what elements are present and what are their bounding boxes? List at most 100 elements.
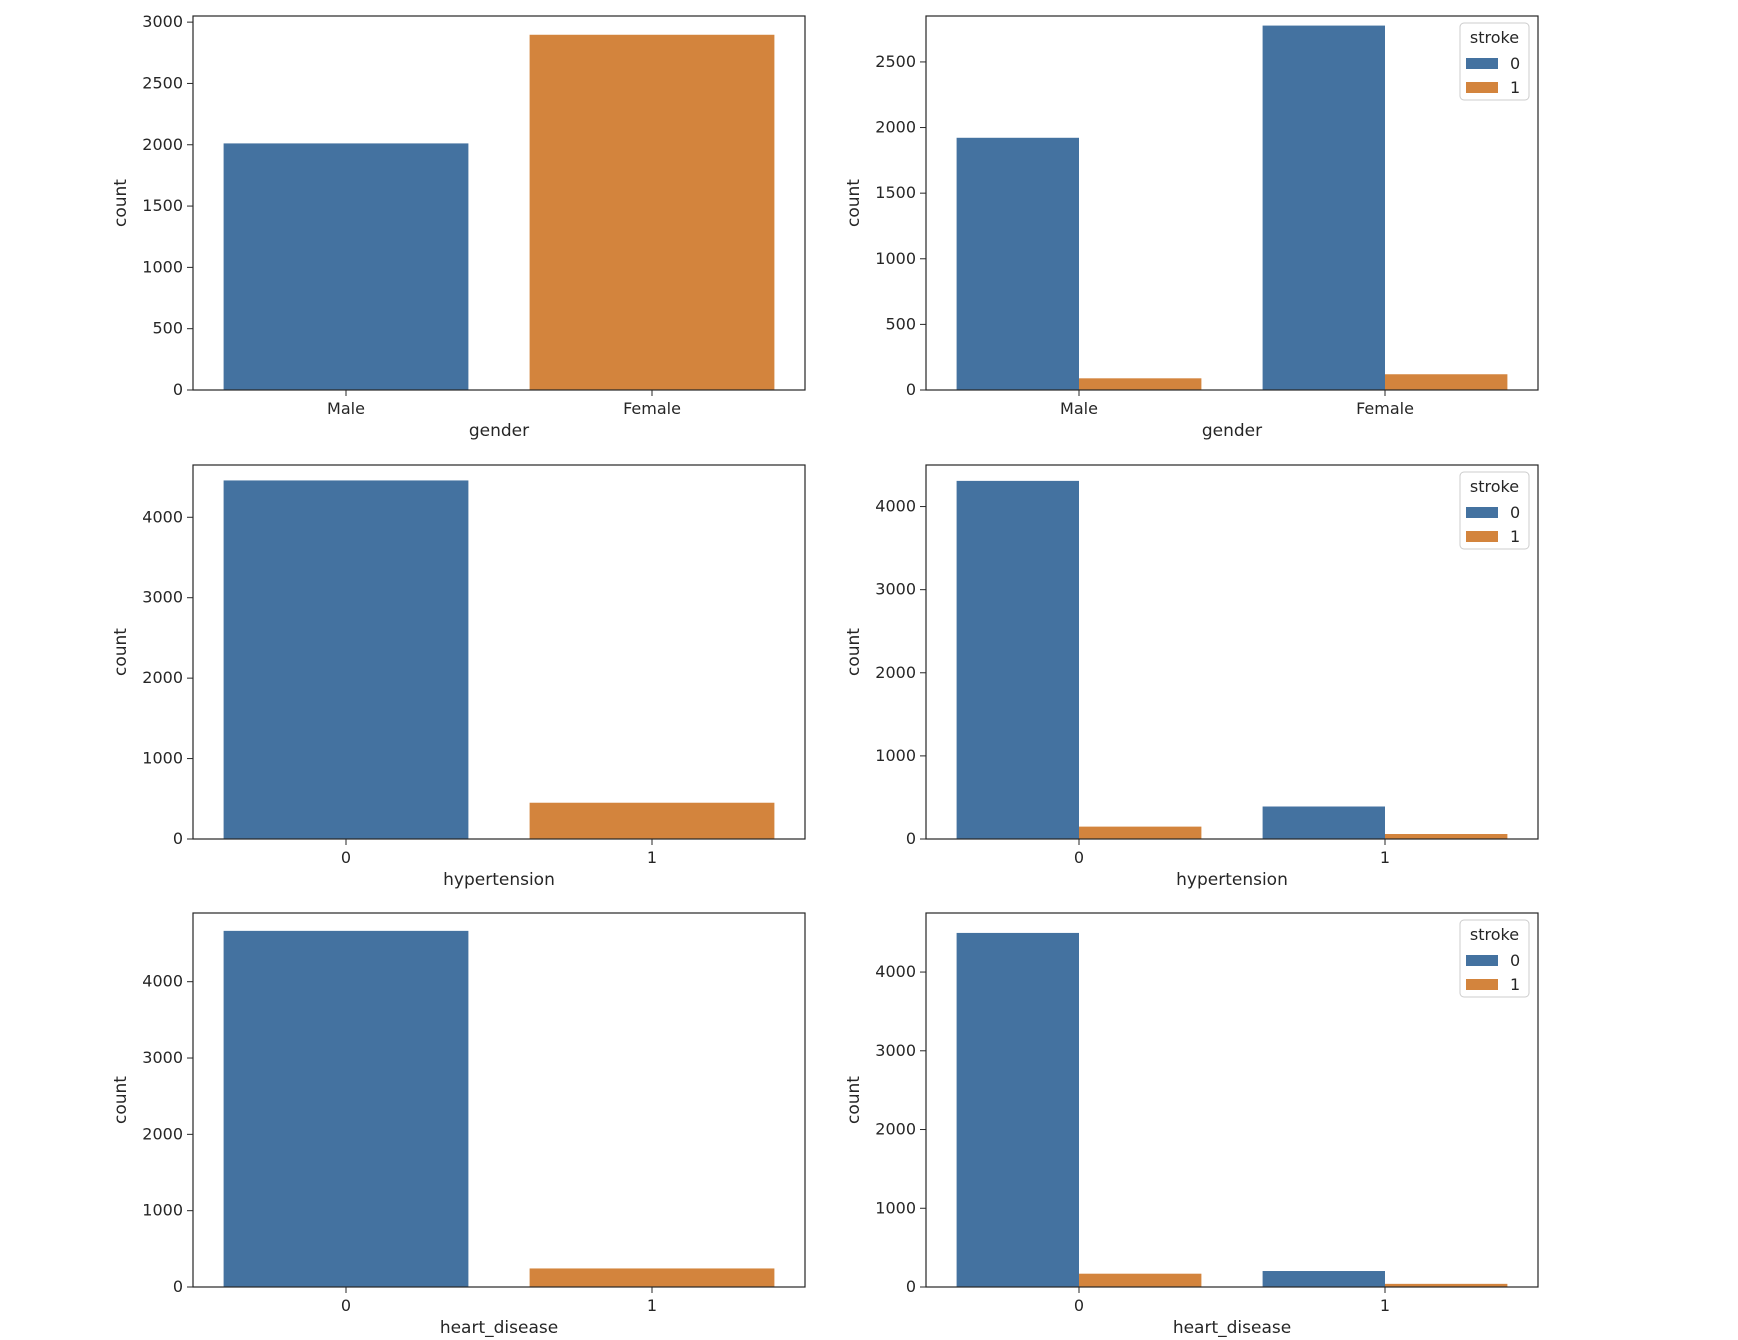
y-axis-label: count [844, 179, 864, 227]
x-tick-label: 0 [341, 1296, 351, 1315]
y-tick-label: 4000 [142, 507, 183, 526]
y-tick-label: 4000 [142, 972, 183, 991]
y-tick-label: 1000 [142, 257, 183, 276]
bar-0-stroke-0 [956, 480, 1079, 839]
x-tick-label: 1 [647, 1296, 657, 1315]
y-tick-label: 0 [906, 380, 916, 399]
x-tick-label: 0 [341, 848, 351, 867]
bar-Female [529, 34, 775, 390]
bar-0 [223, 930, 469, 1287]
legend-swatch-0 [1466, 507, 1498, 518]
legend-label: 0 [1510, 503, 1520, 522]
bar-1-stroke-0 [1262, 806, 1385, 839]
chart-1: 0 500 1000 1500 2000 2500 3000 Male Female gender… [111, 12, 806, 441]
bar-1 [529, 802, 775, 839]
y-tick-label: 500 [152, 319, 183, 338]
bar-Male [223, 143, 469, 390]
legend-swatch-0 [1466, 58, 1498, 69]
y-tick-label: 0 [906, 1277, 916, 1296]
x-tick-label: 0 [1074, 1296, 1084, 1315]
x-tick-label: 0 [1074, 848, 1084, 867]
bar-1-stroke-0 [1262, 1271, 1385, 1287]
legend-title: stroke [1470, 925, 1519, 944]
legend-label: 1 [1510, 975, 1520, 994]
legend-title: stroke [1470, 477, 1519, 496]
bar-Male-stroke-0 [956, 137, 1079, 390]
y-tick-label: 2500 [875, 52, 916, 71]
y-tick-label: 1000 [875, 249, 916, 268]
legend-title: stroke [1470, 28, 1519, 47]
legend: stroke 0 1 [1459, 919, 1530, 998]
y-tick-label: 4000 [875, 962, 916, 981]
x-tick-label: Male [327, 399, 365, 418]
legend-label: 0 [1510, 54, 1520, 73]
chart-3: 0 1000 2000 3000 4000 0 1 hypertension count [111, 464, 806, 890]
legend-label: 1 [1510, 78, 1520, 97]
y-axis-label: count [111, 1076, 131, 1124]
y-axis-label: count [111, 179, 131, 227]
legend-label: 1 [1510, 527, 1520, 546]
bar-Female-stroke-1 [1385, 374, 1508, 390]
y-tick-label: 2500 [142, 73, 183, 92]
y-tick-label: 3000 [142, 12, 183, 31]
y-axis-label: count [844, 1076, 864, 1124]
y-tick-label: 2000 [142, 1124, 183, 1143]
x-axis-label: hypertension [443, 870, 555, 890]
legend: stroke 0 1 [1459, 471, 1530, 550]
y-axis-label: count [111, 628, 131, 676]
x-tick-label: Female [1356, 399, 1414, 418]
x-axis-label: gender [1202, 421, 1262, 441]
x-axis-label: gender [469, 421, 529, 441]
y-tick-label: 3000 [142, 588, 183, 607]
bar-Male-stroke-1 [1079, 378, 1202, 390]
x-tick-label: Female [623, 399, 681, 418]
y-tick-label: 0 [173, 380, 183, 399]
x-tick-label: Male [1060, 399, 1098, 418]
legend: stroke 0 1 [1459, 22, 1530, 101]
bar-0-stroke-1 [1079, 1273, 1202, 1287]
legend-swatch-1 [1466, 82, 1498, 93]
y-tick-label: 3000 [875, 1041, 916, 1060]
chart-4: 0 1000 2000 3000 4000 0 1 hypertension count stro… [844, 464, 1539, 890]
plot-frame [192, 912, 806, 1288]
y-tick-label: 3000 [875, 580, 916, 599]
y-tick-label: 1000 [142, 749, 183, 768]
x-tick-label: 1 [1380, 848, 1390, 867]
plot-frame [192, 464, 806, 840]
plot-frame [192, 15, 806, 391]
bar-0-stroke-1 [1079, 826, 1202, 839]
y-tick-label: 1000 [875, 746, 916, 765]
x-axis-label: hypertension [1176, 870, 1288, 890]
y-tick-label: 0 [173, 1277, 183, 1296]
legend-swatch-1 [1466, 531, 1498, 542]
legend-swatch-1 [1466, 979, 1498, 990]
bar-1-stroke-1 [1385, 1283, 1508, 1287]
y-tick-label: 0 [906, 829, 916, 848]
plot-frame [925, 15, 1539, 391]
legend-swatch-0 [1466, 955, 1498, 966]
y-tick-label: 1000 [875, 1198, 916, 1217]
x-axis-label: heart_disease [440, 1318, 558, 1338]
bar-0 [223, 480, 469, 839]
x-tick-label: 1 [1380, 1296, 1390, 1315]
y-tick-label: 2000 [875, 118, 916, 137]
y-tick-label: 2000 [875, 663, 916, 682]
y-tick-label: 500 [885, 314, 916, 333]
legend-label: 0 [1510, 951, 1520, 970]
y-tick-label: 1500 [875, 183, 916, 202]
x-tick-label: 1 [647, 848, 657, 867]
y-tick-label: 1500 [142, 196, 183, 215]
y-axis-label: count [844, 628, 864, 676]
y-tick-label: 0 [173, 829, 183, 848]
y-tick-label: 2000 [142, 135, 183, 154]
plot-frame [925, 912, 1539, 1288]
bar-Female-stroke-0 [1262, 25, 1385, 390]
bar-1 [529, 1268, 775, 1287]
y-tick-label: 1000 [142, 1201, 183, 1220]
y-tick-label: 2000 [875, 1120, 916, 1139]
y-tick-label: 2000 [142, 668, 183, 687]
y-tick-label: 3000 [142, 1048, 183, 1067]
y-tick-label: 4000 [875, 497, 916, 516]
bar-0-stroke-0 [956, 932, 1079, 1287]
